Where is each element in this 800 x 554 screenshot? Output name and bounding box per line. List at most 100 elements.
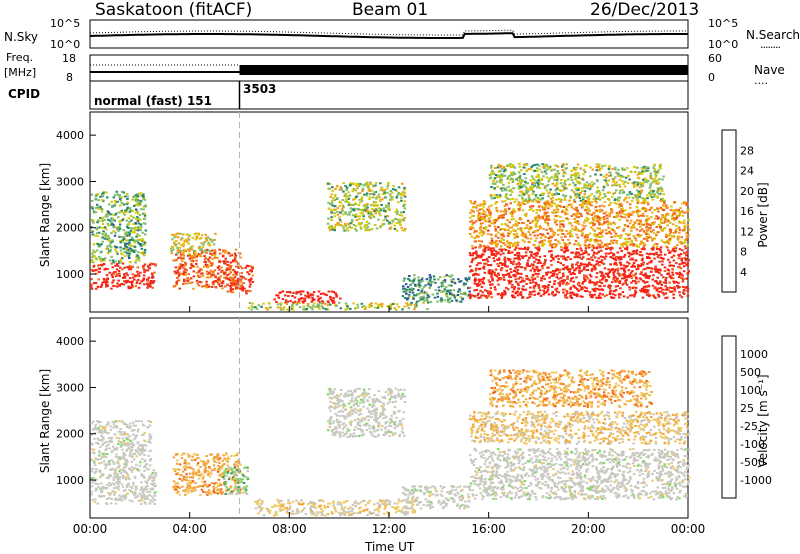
power-cell	[648, 192, 651, 194]
power-cell	[659, 206, 662, 209]
power-cell	[569, 235, 572, 238]
power-cell	[581, 295, 584, 298]
power-cell	[600, 217, 603, 219]
power-cell	[593, 182, 596, 185]
power-cell	[339, 220, 343, 223]
power-cell	[122, 211, 126, 214]
power-cell	[596, 288, 600, 291]
power-cell	[650, 230, 653, 233]
power-cell	[609, 223, 613, 226]
power-cell	[181, 260, 184, 263]
power-cell	[508, 207, 511, 210]
power-cell	[174, 266, 178, 269]
power-cell	[672, 293, 675, 296]
power-cell	[481, 280, 484, 283]
power-cell	[535, 237, 538, 240]
power-cell	[331, 186, 334, 189]
power-cell	[425, 296, 429, 299]
power-cell	[625, 240, 628, 243]
power-cell	[144, 269, 147, 272]
power-cell	[504, 260, 507, 263]
power-cell	[555, 223, 559, 226]
power-cell	[516, 268, 520, 271]
power-cell	[644, 276, 648, 279]
power-cell	[363, 224, 367, 227]
power-cell	[130, 281, 133, 284]
power-cell	[176, 247, 179, 249]
power-cell	[129, 231, 132, 234]
power-cell	[499, 187, 503, 190]
power-cell	[677, 214, 680, 217]
power-cell	[565, 281, 569, 284]
power-cell	[586, 258, 589, 261]
power-cell	[571, 227, 574, 230]
power-cell	[656, 256, 660, 259]
power-cell	[608, 243, 612, 245]
power-cell	[628, 212, 632, 215]
power-cell	[400, 182, 404, 185]
power-cell	[645, 215, 649, 218]
power-cell	[484, 289, 487, 292]
power-cell	[113, 204, 116, 207]
power-cell	[494, 167, 497, 169]
power-cell	[245, 264, 249, 267]
power-cell	[520, 190, 524, 193]
power-cell	[682, 291, 685, 294]
power-cell	[431, 293, 435, 296]
power-cell	[131, 244, 134, 247]
power-cell	[537, 284, 540, 287]
power-cell	[512, 187, 515, 190]
cpid-panel-frame	[89, 80, 689, 110]
power-cell	[347, 222, 350, 225]
power-cell	[373, 190, 376, 193]
power-cell	[403, 207, 407, 210]
power-cell	[101, 236, 104, 239]
power-cell	[106, 245, 109, 248]
power-cell	[225, 276, 228, 279]
power-cell	[572, 280, 575, 283]
power-cell	[613, 183, 617, 186]
power-cell	[284, 294, 287, 297]
power-cell	[646, 166, 649, 169]
power-cell	[187, 254, 190, 257]
power-cell	[123, 266, 126, 269]
power-cell	[680, 259, 683, 262]
power-cell	[114, 213, 117, 216]
power-cell	[409, 283, 412, 286]
power-cell	[104, 237, 108, 240]
power-cell	[522, 221, 526, 224]
power-cell	[497, 216, 501, 219]
power-cell	[369, 212, 372, 215]
power-cell	[637, 199, 640, 202]
power-cell	[362, 215, 365, 218]
power-cell	[550, 250, 553, 253]
power-cell	[98, 219, 101, 222]
power-cell	[178, 273, 181, 276]
power-cell	[639, 251, 642, 253]
power-cell	[532, 287, 536, 290]
power-cell	[663, 202, 666, 204]
power-cell	[633, 165, 636, 168]
power-cell	[340, 188, 343, 191]
power-cell	[522, 200, 525, 203]
power-cell	[659, 287, 663, 289]
power-cell	[633, 295, 636, 298]
power-cell	[543, 239, 546, 242]
power-cell	[244, 290, 248, 293]
power-cell	[599, 173, 603, 176]
power-cell	[127, 287, 131, 290]
power-cell	[659, 200, 662, 202]
power-cell	[336, 207, 339, 210]
power-cell	[600, 204, 604, 207]
power-cell	[593, 256, 597, 259]
power-cell	[99, 286, 103, 288]
power-cell	[530, 253, 533, 256]
power-cell	[541, 244, 544, 247]
power-cell	[686, 287, 690, 290]
power-cell	[649, 261, 653, 264]
power-cell	[550, 292, 554, 295]
power-cell	[229, 285, 232, 288]
power-cell	[366, 209, 369, 212]
power-cell	[580, 230, 583, 233]
power-cell	[396, 210, 399, 213]
